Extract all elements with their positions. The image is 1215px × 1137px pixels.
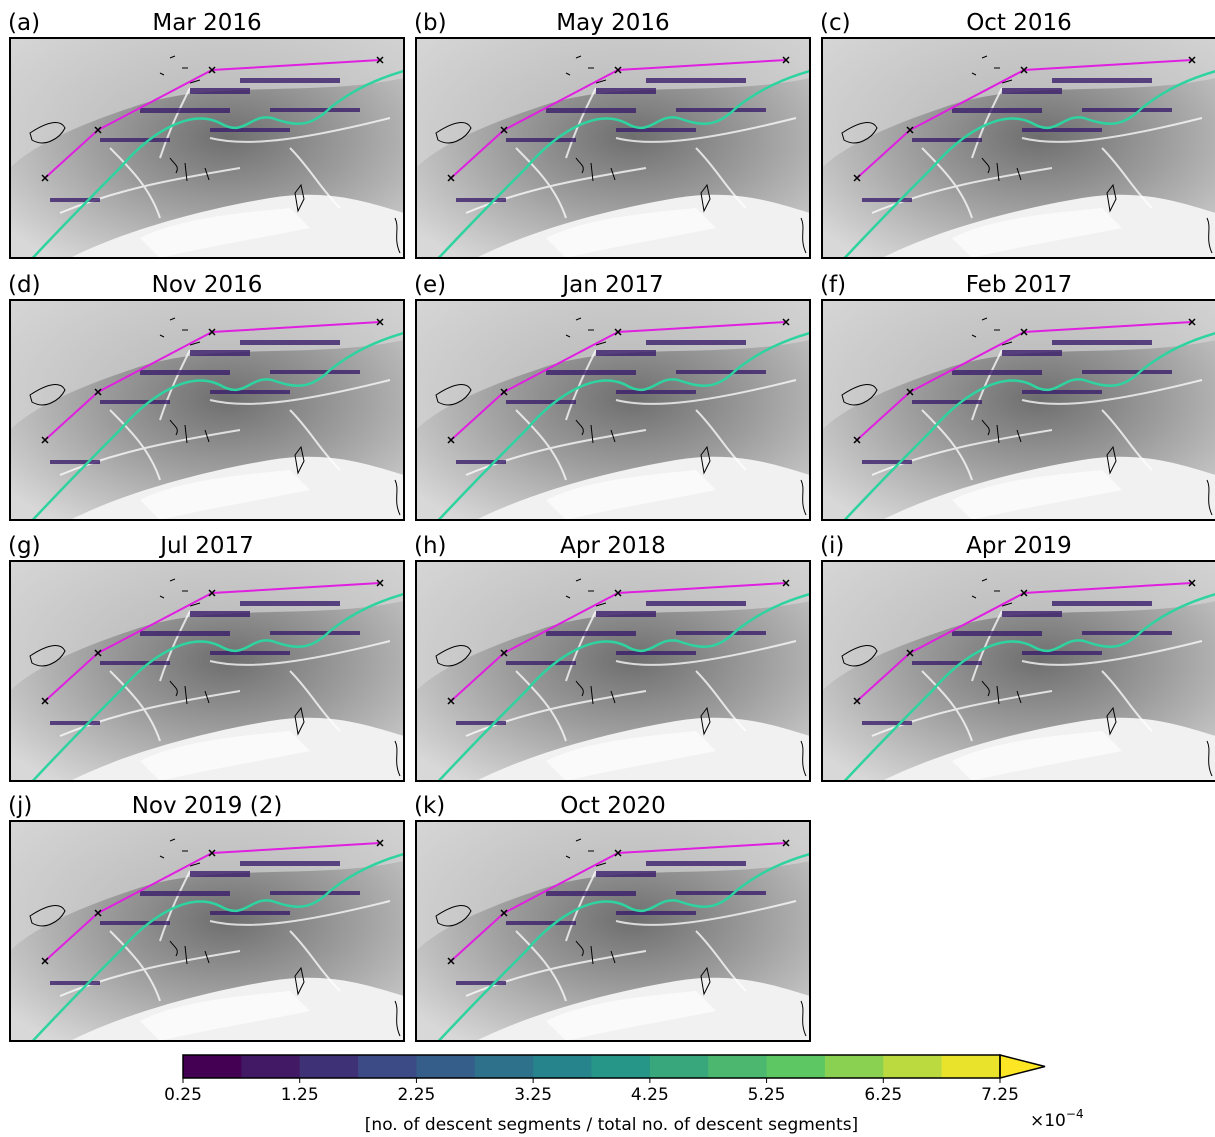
colorbar-frame bbox=[182, 1054, 1001, 1079]
map bbox=[416, 38, 810, 263]
colorbar-tick-label: 2.25 bbox=[397, 1085, 435, 1105]
map bbox=[822, 561, 1215, 786]
colorbar-segment bbox=[299, 1055, 359, 1078]
colorbar-segment bbox=[883, 1055, 943, 1078]
colorbar-tick-label: 6.25 bbox=[864, 1085, 902, 1105]
offset-base: ×10 bbox=[1030, 1111, 1066, 1131]
colorbar-segment bbox=[241, 1055, 301, 1078]
map bbox=[10, 821, 404, 1046]
map-panel: (e) Jan 2017 bbox=[414, 272, 810, 525]
map-panel: (f) Feb 2017 bbox=[820, 272, 1215, 525]
offset-exponent: −4 bbox=[1066, 1107, 1084, 1121]
map-frame bbox=[9, 820, 405, 1042]
map bbox=[822, 38, 1215, 263]
colorbar-segment bbox=[533, 1055, 592, 1078]
panel-label: (g) bbox=[8, 533, 41, 559]
panel-title: Nov 2019 (2) bbox=[132, 793, 283, 819]
colorbar-segment bbox=[824, 1055, 884, 1078]
map bbox=[10, 300, 404, 525]
panel-title: Apr 2019 bbox=[966, 533, 1072, 559]
colorbar-label: [no. of descent segments / total no. of … bbox=[365, 1115, 858, 1135]
colorbar-tick-label: 4.25 bbox=[631, 1085, 669, 1105]
map-panel: (g) Jul 2017 bbox=[8, 533, 404, 786]
colorbar-segment bbox=[183, 1055, 242, 1078]
map-frame bbox=[821, 37, 1215, 259]
colorbar-offset: ×10−4 bbox=[1030, 1107, 1084, 1131]
panel-label: (h) bbox=[414, 533, 447, 559]
colorbar-tick-label: 1.25 bbox=[281, 1085, 319, 1105]
panel-label: (a) bbox=[8, 10, 40, 36]
panel-title: Mar 2016 bbox=[152, 10, 261, 36]
map-frame bbox=[415, 299, 811, 521]
panel-label: (e) bbox=[414, 272, 446, 298]
map-panel: (d) Nov 2016 bbox=[8, 272, 404, 525]
panel-title: Apr 2018 bbox=[560, 533, 666, 559]
panel-label: (f) bbox=[820, 272, 846, 298]
colorbar-segment bbox=[766, 1055, 826, 1078]
panel-title: Oct 2020 bbox=[560, 793, 666, 819]
map-frame bbox=[415, 820, 811, 1042]
map-frame bbox=[9, 37, 405, 259]
panel-title: Jul 2017 bbox=[158, 533, 254, 559]
colorbar-segment bbox=[708, 1055, 768, 1078]
colorbar-segment bbox=[941, 1055, 1001, 1078]
colorbar-segment bbox=[358, 1055, 417, 1078]
map-panel: (j) Nov 2019 (2) bbox=[8, 793, 404, 1046]
map-frame bbox=[9, 560, 405, 782]
panel-title: May 2016 bbox=[556, 10, 669, 36]
map bbox=[416, 561, 810, 786]
colorbar-tick-label: 5.25 bbox=[748, 1085, 786, 1105]
colorbar-tick-label: 7.25 bbox=[981, 1085, 1019, 1105]
colorbar-segment bbox=[649, 1055, 709, 1078]
map bbox=[10, 38, 404, 263]
map-panel: (k) Oct 2020 bbox=[414, 793, 810, 1046]
panel-title: Jan 2017 bbox=[560, 272, 663, 298]
map-frame bbox=[821, 560, 1215, 782]
colorbar-tick-label: 3.25 bbox=[514, 1085, 552, 1105]
panel-title: Oct 2016 bbox=[966, 10, 1072, 36]
colorbar-tick-label: 0.25 bbox=[164, 1085, 202, 1105]
map-panel: (h) Apr 2018 bbox=[414, 533, 810, 786]
panel-title: Feb 2017 bbox=[966, 272, 1073, 298]
map bbox=[416, 300, 810, 525]
map bbox=[416, 821, 810, 1046]
colorbar-extend bbox=[999, 1054, 1046, 1079]
panel-label: (c) bbox=[820, 10, 851, 36]
panel-title: Nov 2016 bbox=[152, 272, 263, 298]
colorbar-segment bbox=[591, 1055, 651, 1078]
map-panel: (c) Oct 2016 bbox=[820, 10, 1215, 263]
map bbox=[10, 561, 404, 786]
panel-label: (d) bbox=[8, 272, 41, 298]
panel-label: (b) bbox=[414, 10, 447, 36]
colorbar-segment bbox=[416, 1055, 476, 1078]
panel-label: (k) bbox=[414, 793, 445, 819]
panel-label: (i) bbox=[820, 533, 844, 559]
map-frame bbox=[415, 37, 811, 259]
map-frame bbox=[415, 560, 811, 782]
colorbar-segment bbox=[474, 1055, 534, 1078]
panel-label: (j) bbox=[8, 793, 32, 819]
map bbox=[822, 300, 1215, 525]
map-panel: (i) Apr 2019 bbox=[820, 533, 1215, 786]
map-frame bbox=[821, 299, 1215, 521]
map-panel: (b) May 2016 bbox=[414, 10, 810, 263]
map-panel: (a) Mar 2016 bbox=[8, 10, 404, 263]
map-frame bbox=[9, 299, 405, 521]
